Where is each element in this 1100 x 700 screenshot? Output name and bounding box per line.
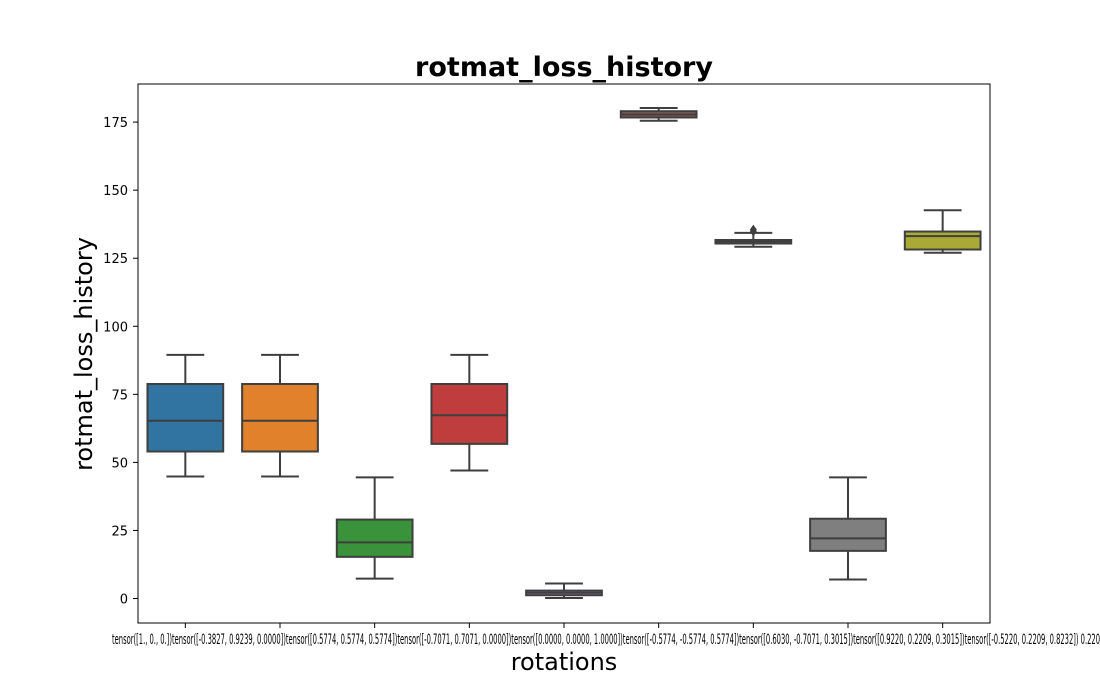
chart-title: rotmat_loss_history [415,52,713,83]
x-axis-label: rotations [511,648,618,676]
y-tick-label: 150 [103,184,128,199]
box-body [903,230,982,251]
plot-frame [137,83,991,624]
box-body [241,382,319,453]
box-group [903,209,982,628]
box-group [619,106,698,628]
box-group [430,353,509,628]
y-tick-label: 75 [111,388,128,403]
box-body [809,517,887,552]
y-tick-label: 0 [120,593,128,608]
y-axis-ticks: 0 25 50 75 100 125 150 175 [103,116,138,608]
box-group [335,476,414,628]
y-tick-label: 50 [111,456,128,471]
box-group [714,224,793,628]
box-group [146,353,225,628]
box-group [525,582,603,628]
y-tick-label: 175 [103,116,128,131]
box-group [809,476,887,628]
y-axis-label: rotmat_loss_history [70,237,98,471]
box-body [146,382,225,453]
y-tick-label: 25 [111,524,128,539]
box-body [430,382,509,445]
box-series [146,106,982,628]
x-tick-labels: tensor([1., 0., 0.])tensor([-0.3827, 0.9… [112,632,1100,648]
box-body [335,518,414,558]
y-tick-label: 100 [103,320,128,335]
outlier-point [749,226,757,237]
box-group [241,353,319,628]
y-tick-label: 125 [103,252,128,267]
